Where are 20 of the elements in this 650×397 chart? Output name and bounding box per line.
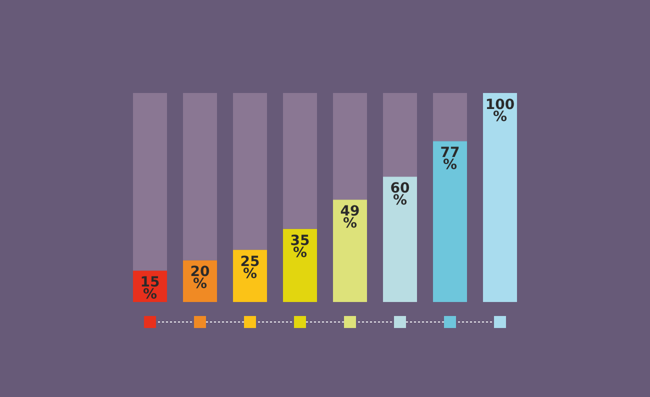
bar xyxy=(433,141,467,302)
bar xyxy=(133,93,167,271)
data-label: 49% xyxy=(340,204,360,232)
bar xyxy=(333,93,367,200)
data-label: 20% xyxy=(190,264,210,292)
bar xyxy=(283,228,317,302)
bar xyxy=(383,93,417,177)
data-label: 60% xyxy=(390,180,410,209)
bar xyxy=(383,176,417,302)
bar xyxy=(283,93,317,229)
bar xyxy=(333,200,367,302)
bar xyxy=(483,93,517,302)
bar xyxy=(233,93,267,250)
data-label: 100% xyxy=(485,97,515,125)
data-label: 35% xyxy=(290,232,310,261)
data-label: 25% xyxy=(240,254,260,282)
data-label: 77% xyxy=(440,145,460,174)
data-label: 15% xyxy=(140,274,160,303)
bar xyxy=(183,93,217,260)
bar xyxy=(433,93,467,142)
